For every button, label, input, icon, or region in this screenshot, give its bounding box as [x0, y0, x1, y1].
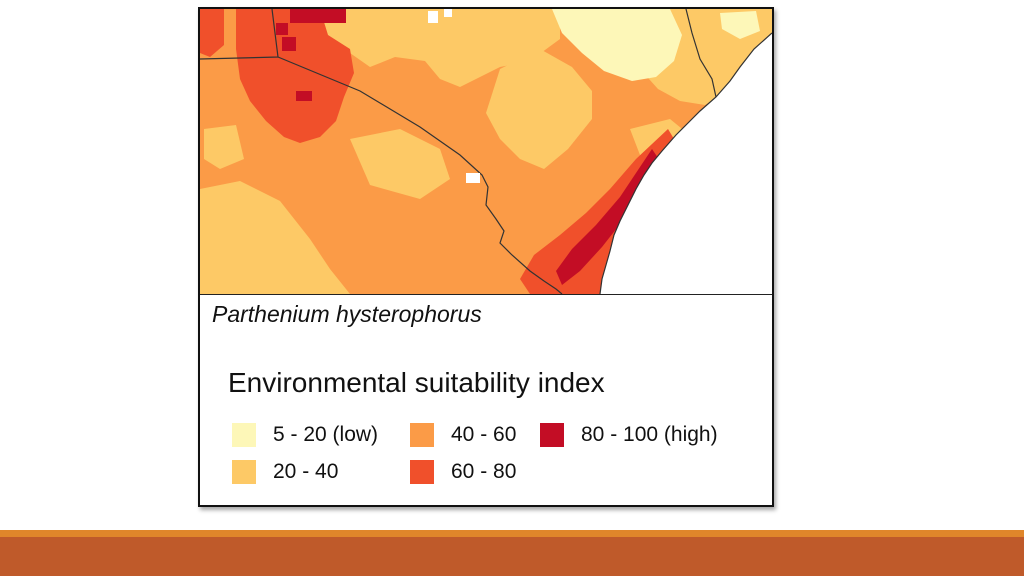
suitability-zone-80-100 [276, 9, 660, 285]
swatch-very-high-icon [540, 423, 564, 447]
swatch-medium-icon [410, 423, 434, 447]
ocean-area [600, 33, 772, 294]
suitability-map[interactable] [200, 9, 772, 295]
legend-label-60-80: 60 - 80 [451, 460, 517, 483]
legend-item-20-40: 20 - 40 [232, 460, 338, 484]
state-border-main [277, 56, 563, 294]
state-border-east [685, 9, 717, 98]
legend-label-80-100: 80 - 100 (high) [581, 423, 718, 446]
footer-bar [0, 537, 1024, 576]
no-data-cells [428, 9, 480, 183]
legend-label-40-60: 40 - 60 [451, 423, 517, 446]
coastline [599, 32, 772, 294]
legend-label-20-40: 20 - 40 [273, 460, 339, 483]
swatch-low-icon [232, 460, 256, 484]
legend-label-5-20: 5 - 20 (low) [273, 423, 379, 446]
suitability-figure: Parthenium hysterophorus Environmental s… [198, 7, 774, 507]
legend-item-60-80: 60 - 80 [410, 460, 516, 484]
legend-item-80-100: 80 - 100 (high) [540, 423, 718, 447]
legend-title: Environmental suitability index [228, 367, 605, 398]
footer-accent-stripe [0, 530, 1024, 537]
legend-item-40-60: 40 - 60 [410, 423, 516, 447]
swatch-high-icon [410, 460, 434, 484]
species-name: Parthenium hysterophorus [212, 301, 482, 327]
map-canvas [200, 9, 772, 294]
swatch-very-low-icon [232, 423, 256, 447]
suitability-zone-5-20 [552, 9, 760, 81]
legend-item-5-20: 5 - 20 (low) [232, 423, 378, 447]
